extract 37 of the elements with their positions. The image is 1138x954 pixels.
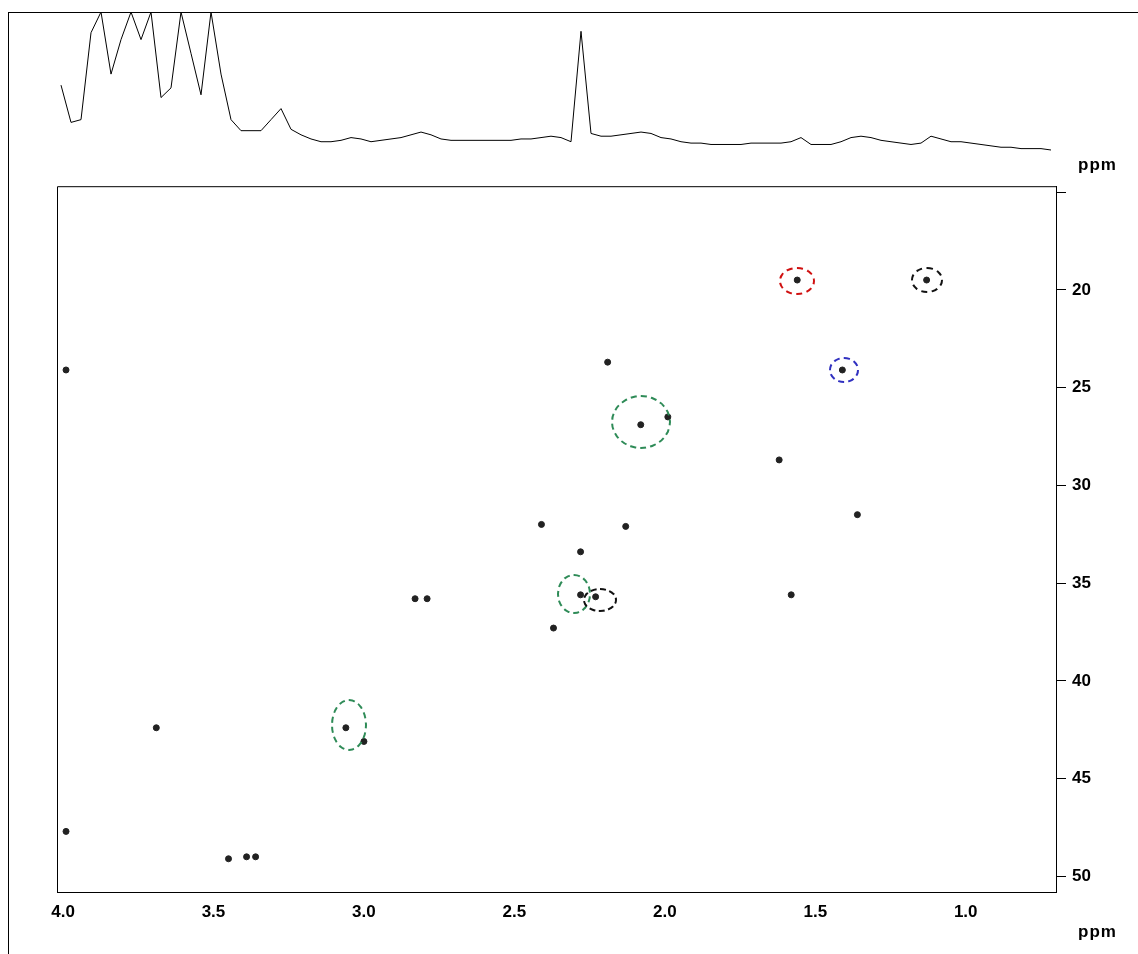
- y-tick-label: 45: [1072, 768, 1091, 788]
- point: [622, 522, 630, 530]
- point: [252, 853, 260, 861]
- x-tick-label: 2.5: [502, 901, 527, 921]
- x-tick-label: 3.5: [201, 901, 226, 921]
- x-tick-label: 3.0: [352, 901, 376, 921]
- x-tick-label: 2.0: [653, 901, 677, 921]
- point: [577, 548, 585, 556]
- point: [62, 366, 70, 374]
- point: [411, 595, 419, 603]
- point: [793, 276, 801, 284]
- y-tick-label: 35: [1072, 572, 1091, 592]
- point: [787, 591, 795, 599]
- y-tick-label: 50: [1072, 866, 1091, 886]
- x-tick-label: 4.0: [51, 901, 75, 921]
- point: [537, 520, 545, 528]
- y-tick-label: 25: [1072, 377, 1091, 397]
- point: [592, 593, 600, 601]
- y-tick-label: 20: [1072, 279, 1091, 299]
- point: [577, 591, 585, 599]
- point: [423, 595, 431, 603]
- y-axis-title: ppm: [1078, 155, 1117, 176]
- y-tick-label: 40: [1072, 670, 1091, 690]
- point: [152, 724, 160, 732]
- point: [604, 358, 612, 366]
- point: [342, 724, 350, 732]
- point: [775, 456, 783, 464]
- point: [243, 853, 251, 861]
- x-tick-label: 1.5: [803, 901, 828, 921]
- point: [62, 827, 70, 835]
- point: [637, 421, 645, 429]
- x-tick-label: 1.0: [953, 901, 978, 921]
- point: [549, 624, 557, 632]
- point: [225, 855, 233, 863]
- point: [853, 511, 861, 519]
- y-tick-label: 30: [1072, 475, 1091, 495]
- x-axis-title: ppm: [1078, 922, 1117, 942]
